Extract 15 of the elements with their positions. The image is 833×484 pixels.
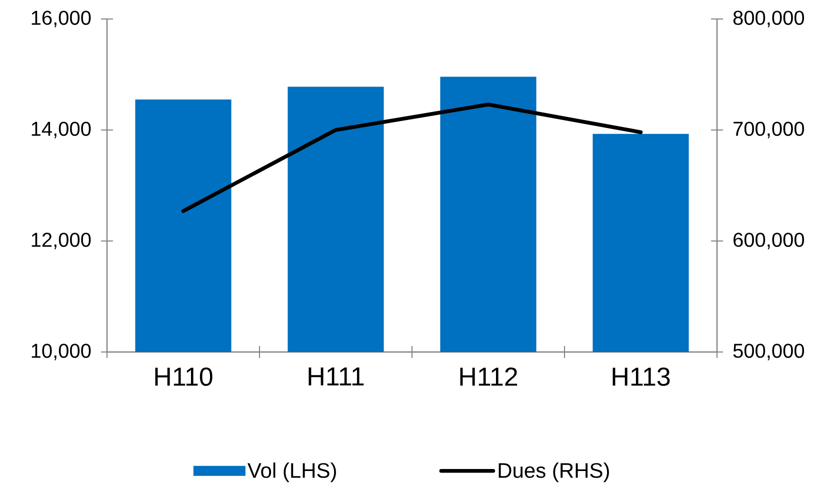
y2-tick-label: 700,000 [734, 122, 804, 138]
x-tick-label: H110 [155, 368, 212, 386]
y-tick-label: 10,000 [32, 344, 91, 360]
x-tick-label: H111 [308, 368, 364, 386]
legend-label: Dues (RHS) [498, 462, 609, 482]
y-tick-label: 16,000 [32, 10, 91, 28]
line-series [181, 102, 643, 213]
x-tick-label: H112 [460, 368, 518, 386]
legend-label: Vol (LHS) [248, 462, 336, 482]
y2-tick-label: 800,000 [733, 10, 804, 28]
y2-tick-label: 600,000 [734, 232, 804, 250]
x-tick-label: H113 [612, 368, 670, 386]
y-tick-label: 14,000 [32, 122, 91, 138]
y-tick-label: 12,000 [32, 232, 91, 250]
y2-tick-label: 500,000 [733, 344, 804, 360]
